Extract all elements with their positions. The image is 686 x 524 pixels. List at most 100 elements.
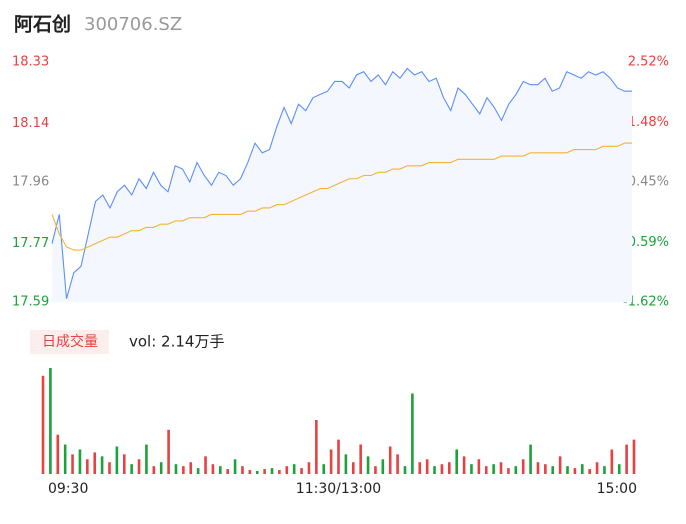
volume-bar (100, 456, 104, 474)
volume-bar (159, 462, 163, 474)
volume-bar (204, 456, 207, 474)
volume-bar (617, 464, 621, 474)
volume-bar (174, 464, 178, 474)
volume-bar (241, 466, 244, 474)
volume-bar (595, 462, 599, 474)
volume-bar (610, 449, 614, 474)
volume-bar (403, 466, 407, 474)
y-tick-label: 18.14 (12, 116, 49, 131)
volume-bar (521, 459, 525, 474)
x-tick-label: 09:30 (48, 481, 88, 497)
volume-bar (448, 462, 451, 474)
volume-summary: vol: 2.14万手 (129, 333, 224, 351)
volume-bar (418, 462, 422, 474)
volume-bar (411, 393, 414, 474)
volume-bar (492, 464, 495, 474)
volume-bar (322, 464, 326, 474)
volume-bar (514, 466, 518, 474)
volume-bar (566, 466, 569, 474)
volume-bar (182, 466, 185, 474)
y2-tick-label: -0.59% (623, 235, 669, 250)
volume-bar (470, 464, 473, 474)
volume-bar (63, 444, 67, 474)
volume-bar (196, 468, 200, 474)
y-tick-label: 18.33 (12, 55, 49, 70)
volume-bar (536, 462, 540, 474)
volume-bar (137, 459, 141, 474)
volume-bar (625, 444, 628, 474)
stock-name: 阿石创 (14, 13, 71, 36)
volume-bar (115, 446, 119, 474)
volume-bar (366, 456, 370, 474)
x-tick-label: 15:00 (597, 481, 637, 497)
volume-bar (603, 466, 606, 474)
volume-bar (484, 466, 488, 474)
volume-bar (56, 434, 60, 474)
volume-bar (167, 429, 170, 474)
volume-bar (86, 459, 89, 474)
volume-bar (93, 452, 97, 474)
volume-bar (145, 444, 148, 474)
volume-bar (233, 459, 237, 474)
volume-bar (278, 470, 281, 474)
volume-bar (551, 466, 555, 474)
volume-bar (226, 469, 229, 474)
volume-bar (49, 367, 52, 474)
volume-bar (440, 464, 444, 474)
volume-bar (588, 469, 591, 474)
volume-bar (529, 444, 532, 474)
price-line (51, 67, 632, 299)
volume-bar (108, 462, 111, 474)
volume-bar (329, 449, 333, 474)
volume-bar (462, 456, 466, 474)
volume-bar (499, 462, 503, 474)
y-tick-label: 17.59 (12, 295, 49, 310)
volume-bar (580, 464, 584, 474)
volume-bar (477, 459, 481, 474)
volume-bar (374, 466, 377, 474)
volume-bar (337, 439, 340, 474)
volume-bar (425, 459, 429, 474)
y-tick-label: 17.96 (12, 175, 49, 190)
volume-bar (285, 466, 289, 474)
volume-bar (255, 471, 259, 474)
volume-bar (152, 466, 156, 474)
stock-code: 300706.SZ (84, 14, 182, 35)
volume-bar (558, 456, 562, 474)
volume-bar (248, 470, 252, 474)
average-line (51, 142, 632, 251)
volume-bar (544, 464, 547, 474)
volume-bar (315, 420, 318, 474)
volume-bar (122, 454, 126, 474)
volume-bar (307, 462, 311, 474)
x-tick-label: 11:30/13:00 (296, 481, 381, 497)
volume-bar (71, 454, 74, 474)
volume-bar (396, 454, 399, 474)
volume-bar (189, 462, 193, 474)
volume-bar (388, 446, 392, 474)
volume-bar (41, 375, 45, 474)
y2-tick-label: 0.45% (628, 175, 669, 190)
volume-bar (381, 459, 385, 474)
y-tick-label: 17.77 (12, 236, 49, 251)
volume-bar (632, 439, 636, 474)
volume-bar (300, 468, 303, 474)
volume-bar (344, 454, 348, 474)
volume-bar (78, 449, 82, 474)
volume-bar (211, 464, 215, 474)
volume-bar (433, 466, 436, 474)
price-area (52, 68, 632, 303)
legend-label: 日成交量 (42, 333, 98, 350)
volume-bar (573, 468, 577, 474)
volume-bar (130, 464, 133, 474)
volume-bar (507, 468, 510, 474)
y2-tick-label: 1.48% (628, 115, 669, 130)
volume-bar (270, 468, 274, 474)
legend-box (30, 330, 109, 354)
volume-bar (263, 469, 266, 474)
volume-bar (292, 464, 296, 474)
y2-tick-label: -1.62% (623, 295, 669, 310)
volume-bar (455, 449, 458, 474)
y2-tick-label: 2.52% (628, 55, 669, 70)
